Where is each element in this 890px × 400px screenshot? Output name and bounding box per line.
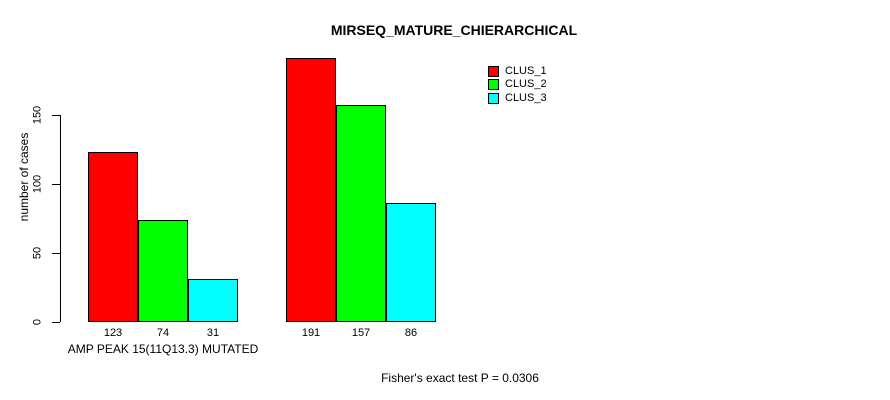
y-axis-label: number of cases (17, 132, 32, 222)
y-tick-label: 50 (31, 246, 44, 260)
bar-value-label: 86 (404, 327, 418, 339)
chart-title: MIRSEQ_MATURE_CHIERARCHICAL (330, 22, 578, 38)
legend-label-clus_2: CLUS_2 (505, 78, 547, 91)
legend-label-clus_3: CLUS_3 (505, 91, 547, 104)
fisher-test-annotation: Fisher's exact test P = 0.0306 (381, 371, 539, 385)
legend-swatch-clus_1 (488, 66, 499, 77)
bar-value-label: 31 (206, 327, 220, 339)
bar-clus_2-group-1 (138, 220, 188, 322)
bar-value-label: 123 (103, 327, 123, 339)
y-axis-tick (52, 253, 60, 254)
legend-swatch-clus_2 (488, 79, 499, 91)
y-axis-tick (52, 322, 60, 323)
x-axis-group-label: AMP PEAK 15(11Q13.3) MUTATED (67, 342, 259, 356)
legend-label-clus_1: CLUS_1 (505, 65, 547, 77)
bar-clus_1-group-1 (88, 152, 138, 322)
y-axis-tick (52, 115, 60, 116)
bar-value-label: 74 (156, 327, 170, 339)
y-tick-label: 0 (31, 318, 44, 326)
bar-clus_2-group-2 (336, 105, 386, 322)
legend-swatch-clus_3 (488, 92, 499, 104)
bar-clus_1-group-2 (286, 58, 336, 322)
y-tick-label: 100 (31, 174, 44, 194)
bar-value-label: 191 (301, 327, 321, 339)
bar-clus_3-group-1 (188, 279, 238, 322)
bar-clus_3-group-2 (386, 203, 436, 322)
bar-value-label: 157 (351, 327, 371, 339)
y-tick-label: 150 (31, 105, 44, 125)
y-axis-line (60, 115, 61, 322)
y-axis-tick (52, 184, 60, 185)
